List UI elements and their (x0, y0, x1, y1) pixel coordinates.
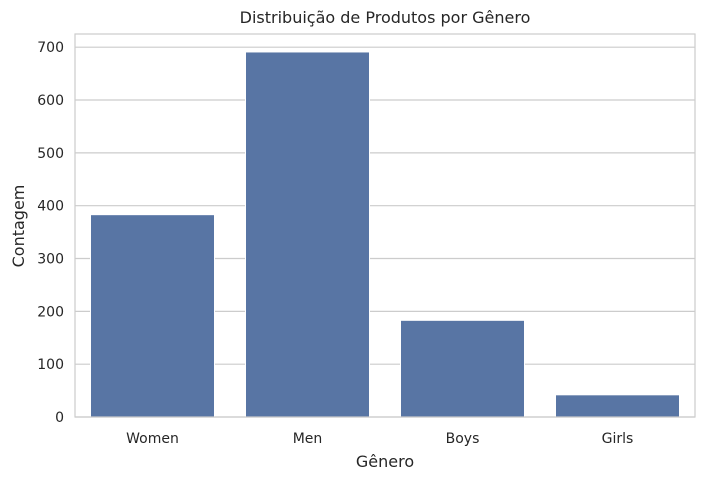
bar-boys (400, 319, 525, 418)
x-tick-label: Men (293, 431, 323, 447)
bars (90, 51, 680, 418)
x-axis-label: Gênero (356, 452, 414, 471)
y-tick-label: 200 (37, 304, 64, 320)
x-tick-label: Boys (446, 431, 480, 447)
x-tick-labels: Women Men Boys Girls (126, 431, 633, 447)
y-tick-label: 400 (37, 199, 64, 215)
bar-girls (555, 394, 680, 418)
bar-men (245, 51, 370, 418)
plot-frame (74, 33, 696, 418)
bar-women (90, 214, 215, 418)
y-tick-label: 700 (37, 40, 64, 56)
y-axis-label: Contagem (9, 185, 28, 268)
y-tick-label: 300 (37, 252, 64, 268)
x-tick-label: Girls (602, 431, 634, 447)
y-tick-label: 600 (37, 93, 64, 109)
chart-title: Distribuição de Produtos por Gênero (240, 8, 531, 27)
y-tick-label: 100 (37, 357, 64, 373)
y-tick-label: 0 (55, 410, 64, 426)
x-tick-label: Women (126, 431, 179, 447)
y-tick-label: 500 (37, 146, 64, 162)
y-tick-labels: 0 100 200 300 400 500 600 700 (37, 40, 64, 426)
